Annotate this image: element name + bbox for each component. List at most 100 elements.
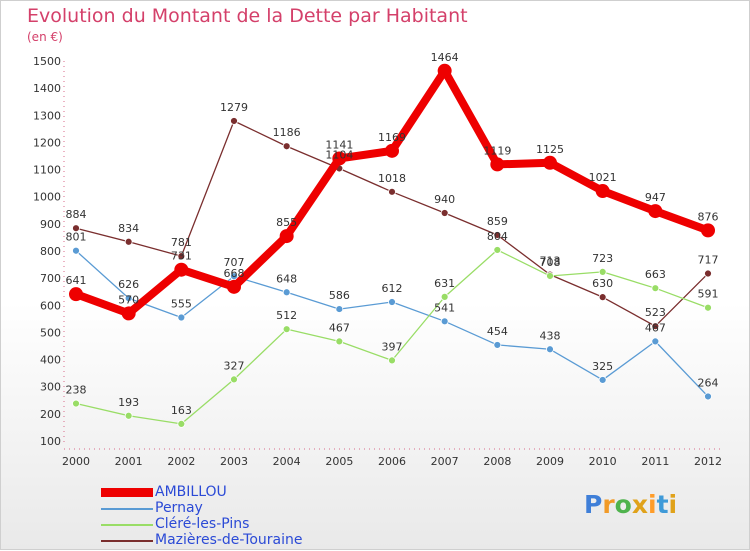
x-tick-label: 2003 xyxy=(220,455,248,468)
y-tick-label: 700 xyxy=(40,272,61,285)
data-point xyxy=(493,246,502,254)
data-label: 1141 xyxy=(325,138,353,151)
data-label: 804 xyxy=(487,230,508,243)
x-tick-label: 2012 xyxy=(694,455,722,468)
data-label: 801 xyxy=(66,231,87,244)
legend-swatch xyxy=(101,540,153,542)
brand-letter: P xyxy=(584,490,603,519)
y-tick-label: 200 xyxy=(40,408,61,421)
data-label: 641 xyxy=(66,274,87,287)
y-tick-label: 900 xyxy=(40,218,61,231)
legend-label: Mazières-de-Touraine xyxy=(155,532,303,548)
data-label: 781 xyxy=(171,236,192,249)
data-label: 512 xyxy=(276,309,297,322)
data-label: 713 xyxy=(540,255,561,268)
data-label: 668 xyxy=(224,267,245,280)
data-label: 1186 xyxy=(273,126,301,139)
brand-logo: Proxiti xyxy=(584,490,677,519)
brand-letter: x xyxy=(631,490,648,519)
data-point xyxy=(282,142,291,151)
data-label: 1125 xyxy=(536,143,564,156)
x-tick-label: 2000 xyxy=(62,455,90,468)
data-label: 327 xyxy=(224,359,245,372)
data-label: 648 xyxy=(276,272,297,285)
data-label: 708 xyxy=(540,256,561,269)
x-tick-label: 2004 xyxy=(273,455,301,468)
series-line xyxy=(75,250,709,398)
data-point xyxy=(704,392,712,401)
brand-letter: i xyxy=(648,490,657,519)
data-label: 467 xyxy=(645,321,666,334)
data-label: 723 xyxy=(592,252,613,265)
chart-axes: 100 200 300 400 500 600 700 800 900 1000 1100 1200 1… xyxy=(33,55,722,468)
data-point xyxy=(701,223,715,238)
y-tick-label: 500 xyxy=(40,326,61,339)
legend-swatch xyxy=(101,508,153,510)
data-label: 591 xyxy=(698,288,719,301)
data-point xyxy=(490,157,505,172)
data-point xyxy=(437,63,452,78)
data-label: 264 xyxy=(698,376,719,389)
data-point xyxy=(124,411,133,420)
data-point xyxy=(282,325,291,334)
data-label: 454 xyxy=(487,325,508,338)
brand-letter: r xyxy=(602,490,615,519)
data-point xyxy=(493,341,502,349)
x-tick-label: 2010 xyxy=(589,455,617,468)
chart-data-labels: 884 834 781 1279 1186 1104 1018 940 859 713 630 523… xyxy=(66,51,719,417)
data-point xyxy=(230,375,238,384)
data-label: 626 xyxy=(118,278,139,291)
data-point xyxy=(335,337,344,346)
y-tick-label: 1500 xyxy=(33,55,61,68)
data-point xyxy=(177,313,186,322)
chart-title: Evolution du Montant de la Dette par Hab… xyxy=(27,5,468,27)
y-tick-label: 400 xyxy=(40,354,61,367)
data-point xyxy=(335,305,344,313)
data-point xyxy=(543,155,557,170)
data-point xyxy=(69,287,83,302)
data-label: 884 xyxy=(66,208,87,221)
x-tick-label: 2005 xyxy=(325,455,353,468)
data-label: 731 xyxy=(171,250,192,263)
data-label: 630 xyxy=(592,277,613,290)
brand-letter: t xyxy=(656,490,669,519)
y-tick-label: 300 xyxy=(40,381,61,394)
data-point xyxy=(546,345,554,354)
data-point xyxy=(388,356,396,365)
data-label: 163 xyxy=(171,404,192,417)
x-tick-label: 2002 xyxy=(167,455,195,468)
x-tick-label: 2009 xyxy=(536,455,564,468)
data-point xyxy=(174,262,189,277)
data-point xyxy=(72,224,80,233)
data-point xyxy=(385,143,399,158)
data-point xyxy=(230,272,238,281)
data-label: 523 xyxy=(645,306,666,319)
data-point xyxy=(332,151,347,166)
y-tick-label: 1300 xyxy=(33,109,61,122)
brand-letter: o xyxy=(614,490,632,519)
data-point xyxy=(124,294,133,303)
y-tick-label: 100 xyxy=(40,435,61,448)
data-point xyxy=(124,237,133,246)
data-label: 467 xyxy=(329,321,350,334)
x-tick-label: 2007 xyxy=(431,455,459,468)
data-label: 663 xyxy=(645,268,666,281)
x-tick-label: 2006 xyxy=(378,455,406,468)
data-point xyxy=(282,288,291,297)
data-point xyxy=(440,209,449,217)
data-label: 947 xyxy=(645,191,666,204)
data-label: 397 xyxy=(382,340,403,353)
y-tick-label: 800 xyxy=(40,245,61,258)
y-tick-label: 1400 xyxy=(33,82,61,95)
data-point xyxy=(651,284,660,293)
data-point xyxy=(598,376,607,384)
brand-letter: i xyxy=(668,490,678,519)
data-label: 940 xyxy=(434,193,455,206)
legend-label: AMBILLOU xyxy=(155,484,227,500)
chart-unit: (en €) xyxy=(27,30,63,44)
data-label: 325 xyxy=(592,360,613,373)
x-tick-label: 2011 xyxy=(641,455,669,468)
data-label: 859 xyxy=(487,215,508,228)
data-point xyxy=(598,293,607,302)
data-label: 193 xyxy=(118,396,139,409)
